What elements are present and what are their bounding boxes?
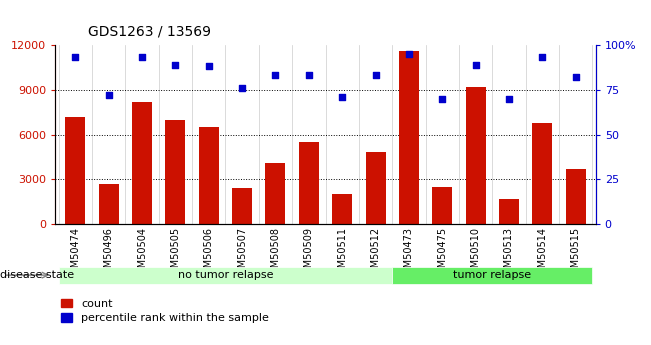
Bar (533, 122, 552, 224)
Bar (365, 152, 385, 224)
Bar (465, 87, 486, 224)
Point (270, 72, 281, 78)
Point (104, 92, 114, 98)
Text: disease state: disease state (0, 270, 74, 280)
Bar (266, 163, 286, 224)
Text: GDS1263 / 13569: GDS1263 / 13569 (88, 24, 211, 38)
Bar (499, 199, 519, 224)
Point (370, 72, 381, 78)
Bar (299, 142, 319, 224)
Bar (132, 102, 152, 224)
Bar (99, 184, 118, 224)
Point (70, 55, 81, 60)
Point (537, 55, 547, 60)
Bar (199, 127, 219, 224)
Bar (566, 169, 586, 224)
Bar (399, 51, 419, 224)
Point (170, 62, 180, 67)
Point (204, 63, 214, 69)
Point (404, 51, 414, 57)
Point (337, 94, 348, 100)
FancyBboxPatch shape (392, 267, 592, 284)
Text: tumor relapse: tumor relapse (453, 270, 531, 280)
Point (303, 72, 314, 78)
FancyBboxPatch shape (59, 267, 392, 284)
Point (471, 62, 481, 67)
Bar (432, 187, 452, 224)
Text: no tumor relapse: no tumor relapse (178, 270, 273, 280)
Point (237, 85, 247, 91)
Bar (232, 188, 252, 224)
Point (437, 96, 447, 101)
Bar (332, 194, 352, 224)
Point (570, 75, 581, 80)
Bar (65, 117, 85, 224)
Point (137, 55, 147, 60)
Bar (165, 120, 186, 224)
Legend: count, percentile rank within the sample: count, percentile rank within the sample (61, 299, 269, 324)
Point (504, 96, 514, 101)
